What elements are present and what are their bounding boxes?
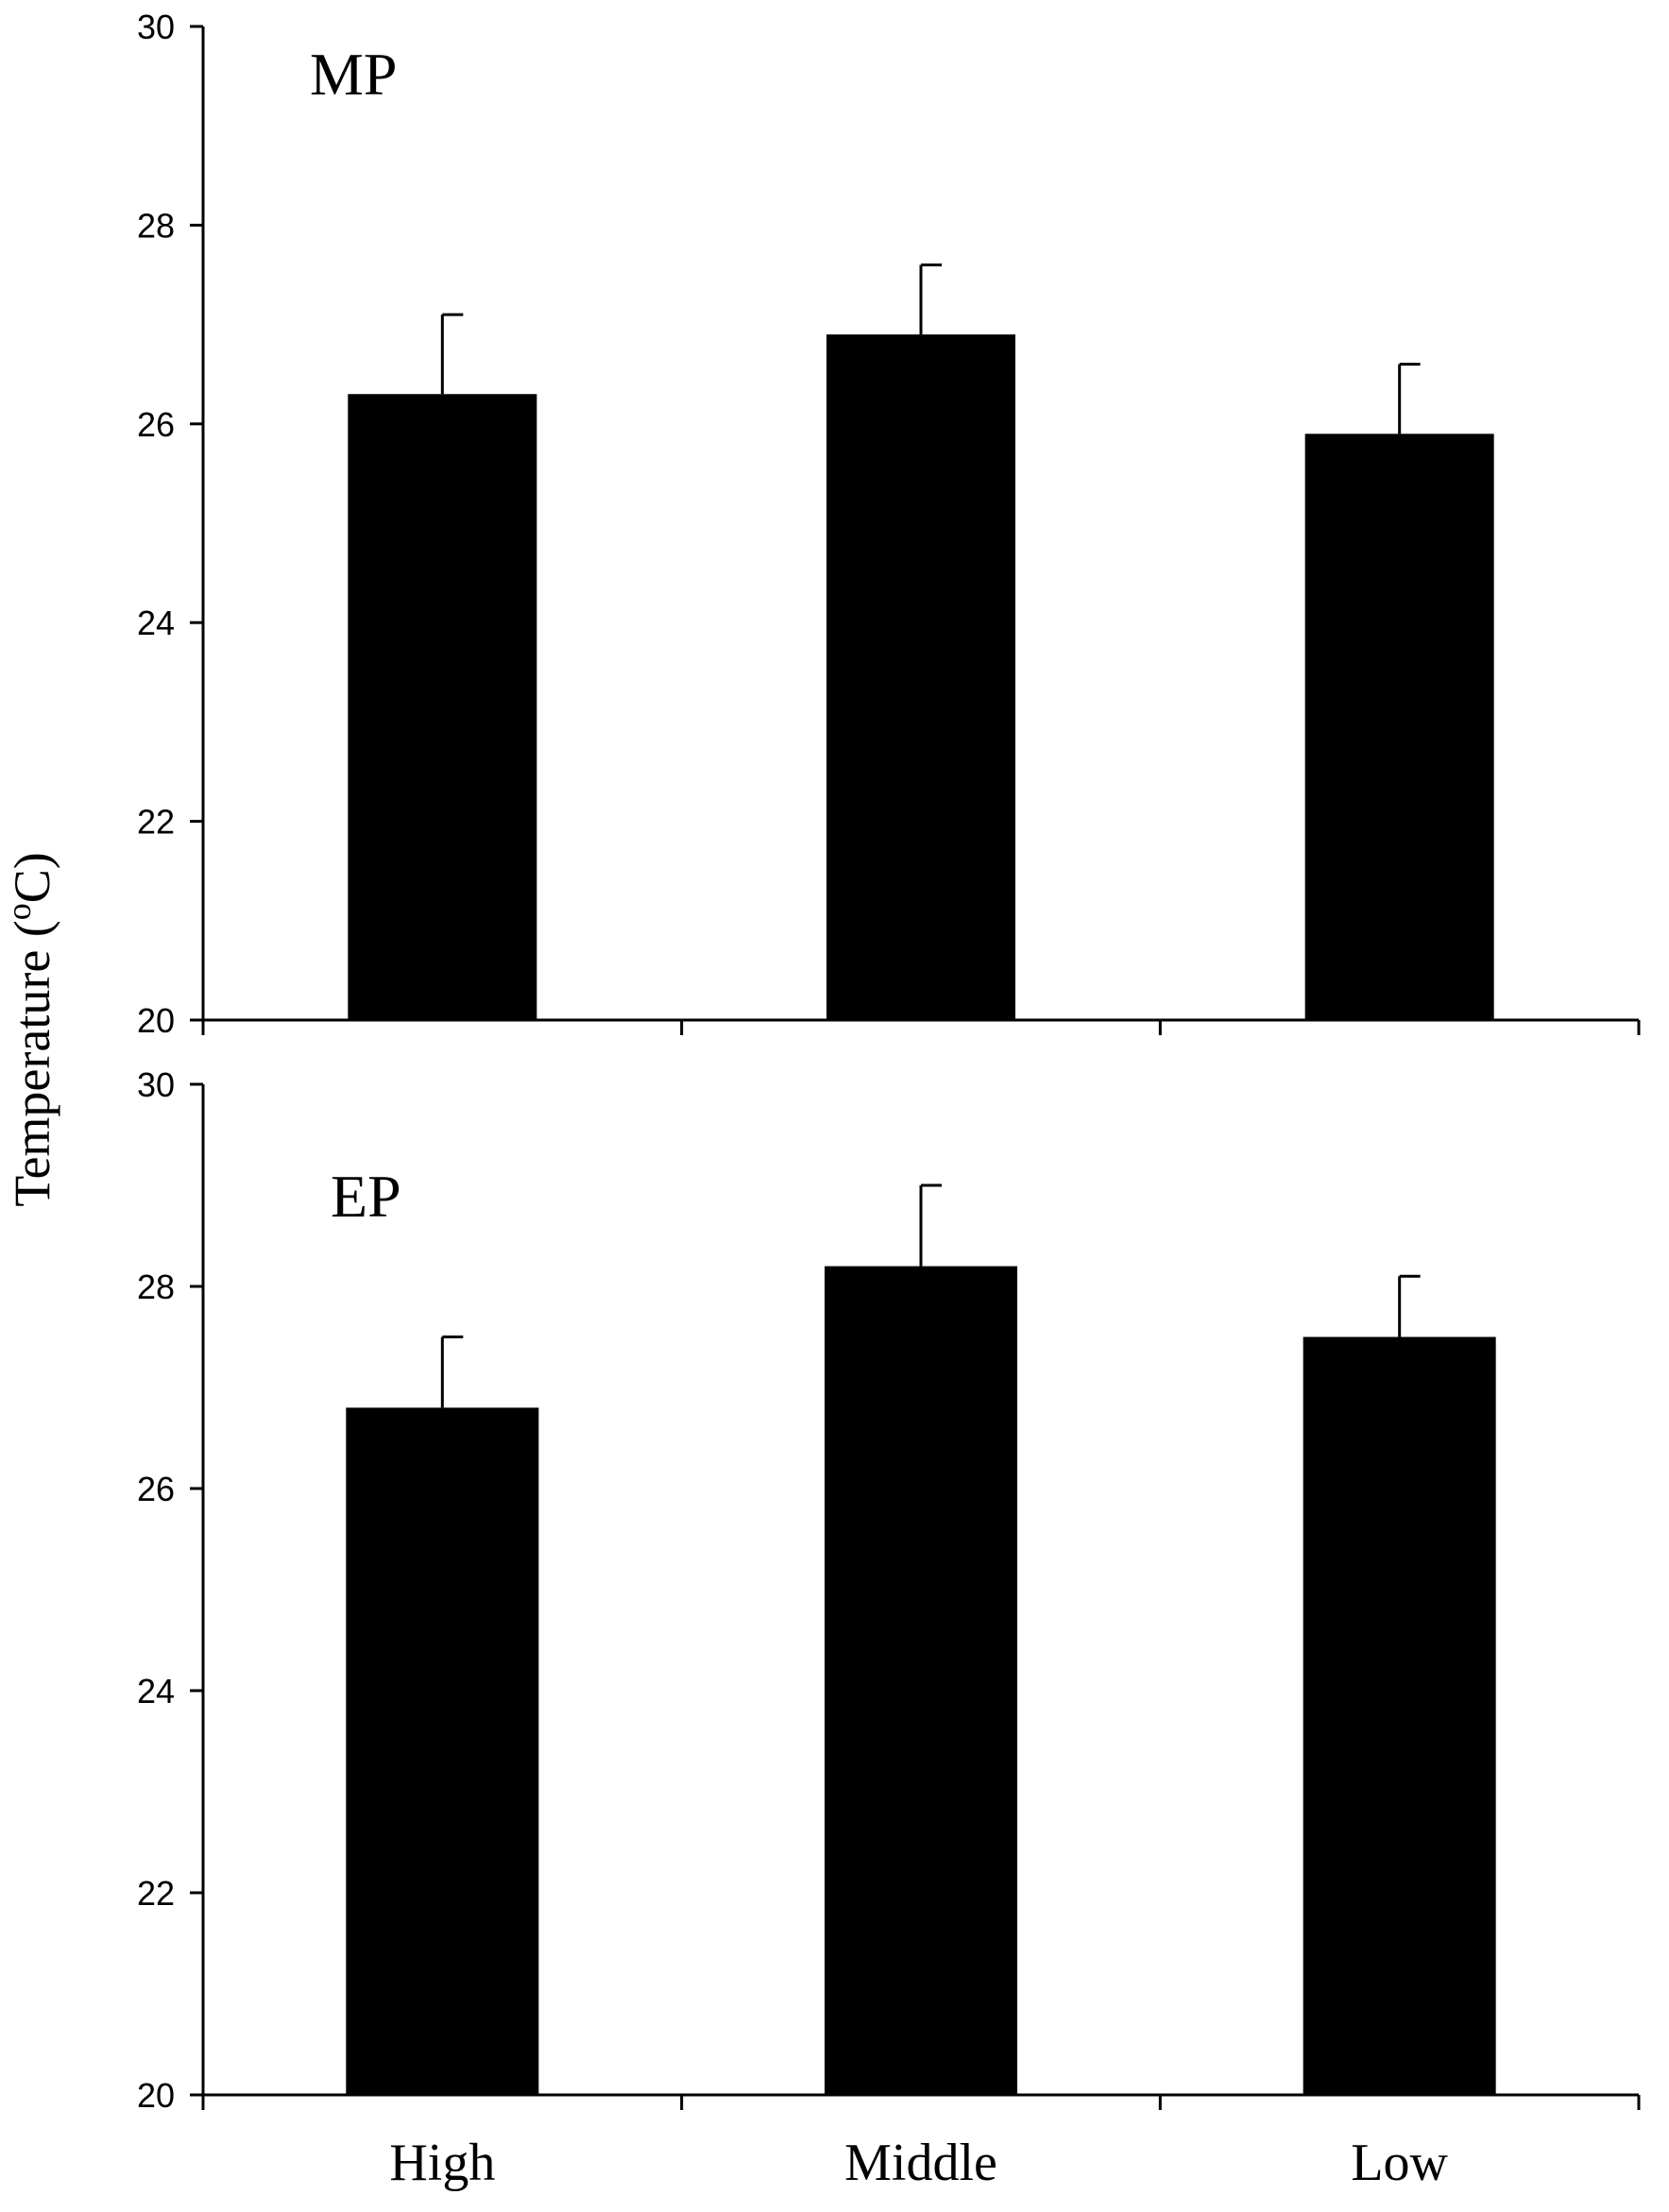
y-axis-label: Temperature (oC) (0, 852, 60, 1207)
y-tick-label: 24 (137, 1672, 175, 1710)
bar-high (346, 1407, 539, 2095)
y-tick-label: 24 (137, 604, 175, 642)
y-tick-label: 22 (137, 803, 175, 842)
y-tick-label: 22 (137, 1874, 175, 1913)
y-tick-label: 20 (137, 1001, 175, 1040)
category-label-high: High (389, 2134, 495, 2192)
y-tick-label: 20 (137, 2076, 175, 2115)
bar-low (1303, 1336, 1496, 2095)
y-tick-label: 26 (137, 1470, 175, 1508)
category-label-middle: Middle (844, 2134, 997, 2192)
panel-label: EP (331, 1163, 401, 1230)
panel-label: MP (310, 41, 398, 108)
bar-high (348, 394, 537, 1020)
panel-mp: 20 22 24 26 28 30 MP (137, 8, 1641, 1040)
category-labels: High Middle Low (389, 2134, 1448, 2192)
bar-middle (826, 334, 1015, 1020)
y-tick-label: 28 (137, 206, 175, 245)
y-tick-label: 26 (137, 405, 175, 444)
bar-low (1304, 434, 1494, 1020)
y-tick-label: 30 (137, 8, 175, 46)
y-tick-label: 30 (137, 1065, 175, 1104)
y-tick-label: 28 (137, 1268, 175, 1306)
panel-ep: 20 22 24 26 28 30 EP (137, 1065, 1641, 2115)
bar-middle (825, 1266, 1017, 2095)
chart-panels: 20 22 24 26 28 30 MP 20 22 24 26 28 30 EP (137, 8, 1641, 2115)
category-label-low: Low (1351, 2134, 1448, 2192)
